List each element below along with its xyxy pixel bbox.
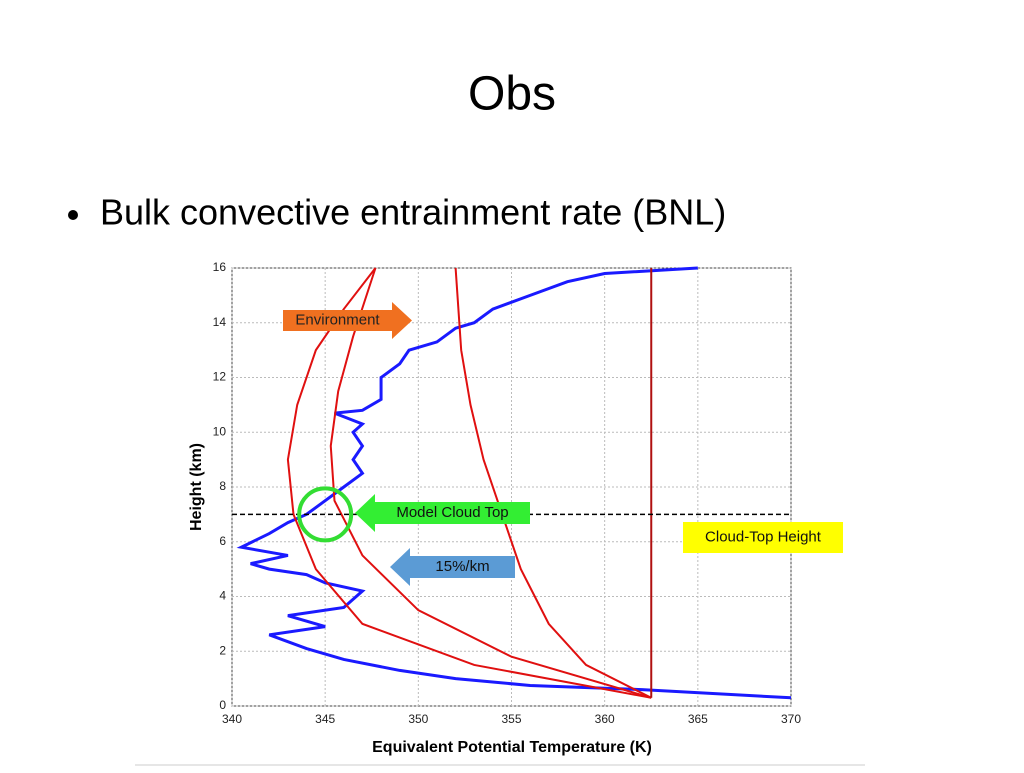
annotation-shape: [390, 548, 515, 586]
y-tick-label: 4: [219, 589, 226, 603]
x-tick-label: 355: [501, 712, 521, 726]
annotation-shape: [283, 302, 412, 339]
annotation-label: Environment: [295, 311, 380, 328]
x-tick-label: 340: [222, 712, 242, 726]
bullet-dot: [68, 210, 78, 220]
x-tick-label: 350: [408, 712, 428, 726]
y-tick-label: 14: [213, 315, 227, 329]
x-tick-label: 365: [688, 712, 708, 726]
y-tick-label: 6: [219, 534, 226, 548]
y-tick-label: 2: [219, 643, 226, 657]
annotation-label: 15%/km: [435, 558, 489, 575]
y-tick-label: 0: [219, 698, 226, 712]
x-tick-label: 360: [595, 712, 615, 726]
y-tick-label: 12: [213, 370, 227, 384]
annotation-label: Model Cloud Top: [396, 504, 508, 521]
annotation-shape: [355, 494, 530, 532]
y-tick-label: 16: [213, 260, 227, 274]
x-tick-label: 345: [315, 712, 335, 726]
annotation-shape: [683, 522, 843, 553]
y-axis-label: Height (km): [188, 443, 205, 531]
x-tick-label: 370: [781, 712, 801, 726]
highlight-circle: [297, 486, 354, 543]
slide-title: Obs: [468, 68, 556, 121]
line-series: [236, 266, 792, 700]
x-axis-label: Equivalent Potential Temperature (K): [372, 739, 652, 756]
y-tick-label: 8: [219, 479, 226, 493]
annotation-label: Cloud-Top Height: [705, 528, 822, 545]
line-series: [329, 267, 652, 699]
y-tick-label: 10: [213, 424, 227, 438]
bullet-text: Bulk convective entrainment rate (BNL): [100, 192, 726, 233]
